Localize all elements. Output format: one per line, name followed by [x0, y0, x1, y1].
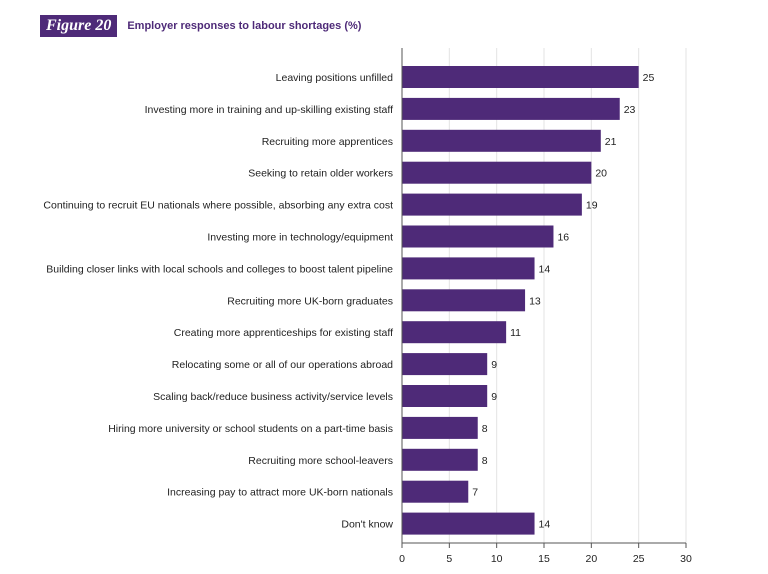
- bar: [402, 161, 592, 184]
- value-label: 19: [586, 200, 598, 212]
- bar: [402, 512, 535, 535]
- x-tick-label: 0: [399, 553, 405, 565]
- bar: [402, 448, 478, 471]
- value-label: 7: [472, 487, 478, 499]
- bar: [402, 353, 488, 376]
- x-tick-label: 5: [446, 553, 452, 565]
- category-label: Recruiting more apprentices: [262, 136, 393, 148]
- category-label: Leaving positions unfilled: [276, 72, 393, 84]
- value-label: 9: [491, 359, 497, 371]
- value-label: 8: [482, 455, 488, 467]
- figure-badge: Figure 20: [40, 15, 118, 37]
- category-label: Don't know: [341, 519, 393, 531]
- x-tick-label: 15: [538, 553, 550, 565]
- value-label: 25: [643, 72, 655, 84]
- category-label: Increasing pay to attract more UK-born n…: [167, 487, 393, 499]
- value-label: 21: [605, 136, 617, 148]
- category-label: Continuing to recruit EU nationals where…: [43, 200, 393, 212]
- category-label: Relocating some or all of our operations…: [172, 359, 393, 371]
- bar: [402, 66, 639, 88]
- category-label: Creating more apprenticeships for existi…: [174, 327, 393, 339]
- bar: [402, 289, 526, 312]
- category-label: Building closer links with local schools…: [46, 263, 393, 275]
- bar: [402, 193, 582, 216]
- value-label: 14: [539, 263, 551, 275]
- bar: [402, 416, 478, 439]
- value-label: 9: [491, 391, 497, 403]
- value-label: 8: [482, 423, 488, 435]
- category-label: Recruiting more UK-born graduates: [227, 295, 393, 307]
- x-tick-label: 25: [633, 553, 645, 565]
- value-label: 20: [595, 168, 607, 180]
- category-label: Investing more in technology/equipment: [207, 232, 393, 244]
- bar: [402, 129, 601, 152]
- figure-header: Figure 20 Employer responses to labour s…: [40, 14, 361, 38]
- category-label: Recruiting more school-leavers: [248, 455, 393, 467]
- category-label: Scaling back/reduce business activity/se…: [153, 391, 393, 403]
- value-label: 13: [529, 295, 541, 307]
- value-label: 11: [510, 327, 521, 339]
- category-label: Seeking to retain older workers: [248, 168, 393, 180]
- bar: [402, 225, 554, 248]
- value-label: 16: [557, 232, 569, 244]
- bar: [402, 97, 620, 120]
- category-label: Hiring more university or school student…: [108, 423, 393, 435]
- chart-title: Employer responses to labour shortages (…: [127, 20, 362, 32]
- value-label: 14: [539, 519, 551, 531]
- bar: [402, 480, 469, 503]
- category-label: Investing more in training and up-skilli…: [145, 104, 394, 116]
- value-label: 23: [624, 104, 636, 116]
- x-tick-label: 10: [491, 553, 503, 565]
- x-tick-label: 30: [680, 553, 692, 565]
- x-tick-label: 20: [585, 553, 597, 565]
- bar: [402, 385, 488, 407]
- bar: [402, 257, 535, 280]
- bar: [402, 321, 507, 344]
